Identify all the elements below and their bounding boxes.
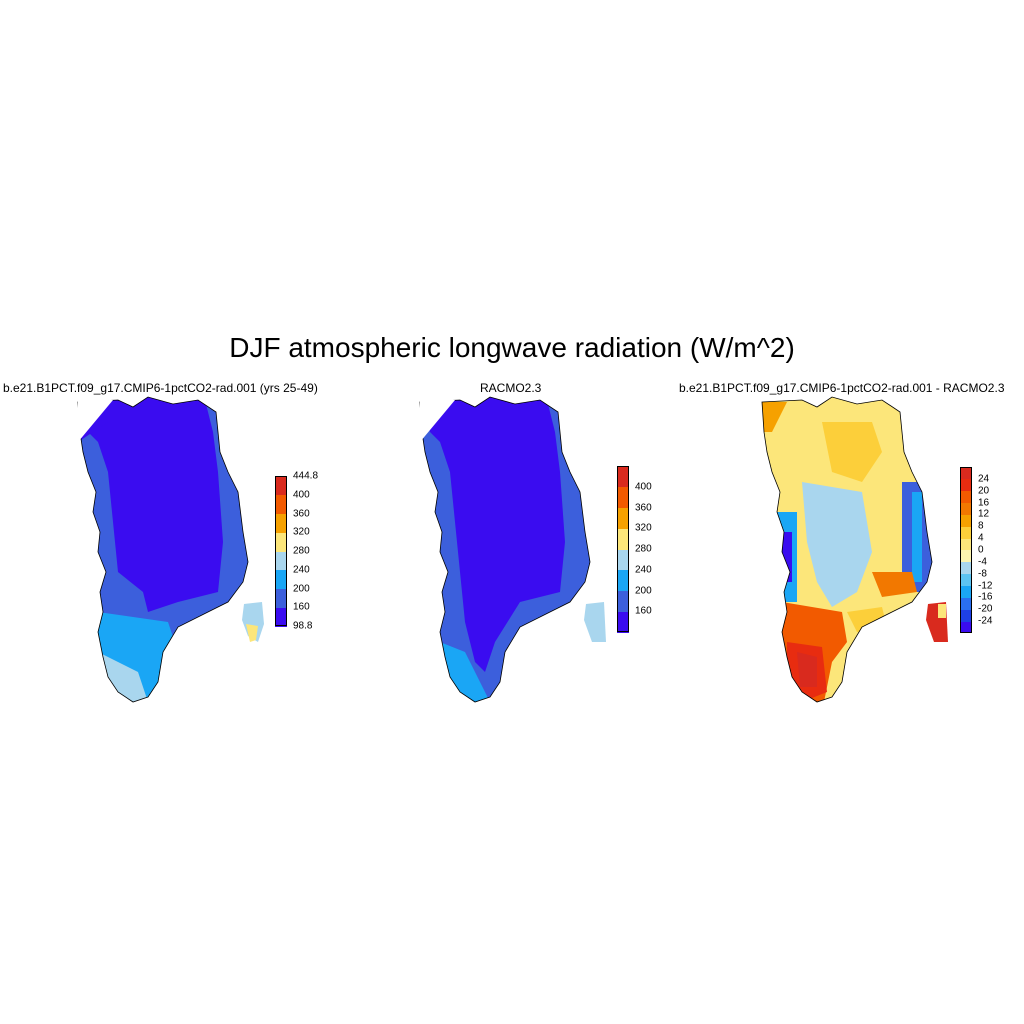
colorbar-label: 4: [978, 532, 984, 544]
panel2-title: RACMO2.3: [480, 381, 542, 395]
colorbar-swatch: [275, 588, 287, 608]
colorbar-label: 320: [635, 522, 652, 534]
colorbar-swatch: [617, 507, 629, 529]
colorbar-label: 0: [978, 544, 984, 556]
colorbar-swatch: [275, 494, 287, 514]
colorbar-swatch: [275, 532, 287, 552]
colorbar-swatch: [960, 573, 972, 587]
panel1-title: b.e21.B1PCT.f09_g17.CMIP6-1pctCO2-rad.00…: [3, 381, 318, 395]
colorbar-swatch: [617, 569, 629, 591]
colorbar-label: 280: [635, 543, 652, 555]
colorbar-swatch: [617, 549, 629, 571]
colorbar-label: 360: [293, 508, 310, 519]
colorbar-label: 160: [635, 605, 652, 617]
colorbar-label: 12: [978, 508, 990, 520]
panel2-map: [419, 396, 606, 703]
colorbar-swatch: [275, 551, 287, 571]
colorbar-swatch: [275, 607, 287, 627]
colorbar-label: 320: [293, 526, 310, 538]
colorbar-swatch: [960, 609, 972, 622]
colorbar-label: -20: [978, 603, 993, 615]
colorbar-swatch: [960, 502, 972, 515]
colorbar-swatch: [960, 621, 972, 634]
colorbar-swatch: [960, 561, 972, 575]
colorbar-label: 8: [978, 520, 984, 532]
colorbar-label: 444.8: [293, 470, 319, 482]
colorbar-swatch: [617, 611, 629, 633]
figure-title: DJF atmospheric longwave radiation (W/m^…: [229, 332, 795, 363]
colorbar-label: 24: [978, 473, 990, 485]
colorbar-label: 240: [293, 564, 310, 576]
colorbar-swatch: [960, 585, 972, 598]
colorbar-label: -12: [978, 580, 993, 592]
colorbar-label: 240: [635, 564, 652, 576]
colorbar-swatch: [960, 526, 972, 539]
colorbar-label: 98.8: [293, 620, 313, 632]
colorbar-swatch: [960, 490, 972, 504]
colorbar-label: -8: [978, 568, 987, 580]
colorbar-swatch: [960, 550, 972, 563]
panel1-map: [77, 396, 264, 703]
colorbar-label: 280: [293, 545, 310, 557]
colorbar-label: 200: [635, 585, 652, 596]
colorbar-swatch: [275, 513, 287, 533]
colorbar-swatch: [617, 466, 629, 488]
colorbar-swatch: [960, 467, 972, 480]
colorbar-label: 200: [293, 583, 310, 594]
colorbar-swatch: [960, 597, 972, 610]
colorbar-swatch: [960, 538, 972, 551]
colorbar-swatch: [617, 590, 629, 612]
colorbar-swatch: [617, 486, 629, 508]
colorbar-swatch: [275, 476, 287, 496]
colorbar-label: 160: [293, 601, 310, 613]
colorbar-label: 16: [978, 497, 990, 509]
colorbar-label: 400: [635, 481, 652, 493]
colorbar-label: 360: [635, 502, 652, 513]
colorbar-label: -16: [978, 591, 993, 603]
panel3-map: [761, 396, 948, 703]
colorbar-label: -4: [978, 556, 987, 568]
colorbar-swatch: [960, 514, 972, 527]
colorbar-label: -24: [978, 615, 993, 627]
colorbar-swatch: [960, 478, 972, 492]
colorbar-swatch: [275, 569, 287, 589]
colorbar-label: 400: [293, 489, 310, 501]
colorbar-swatch: [617, 528, 629, 550]
colorbar-label: 20: [978, 485, 990, 497]
panel3-title: b.e21.B1PCT.f09_g17.CMIP6-1pctCO2-rad.00…: [679, 381, 1005, 395]
